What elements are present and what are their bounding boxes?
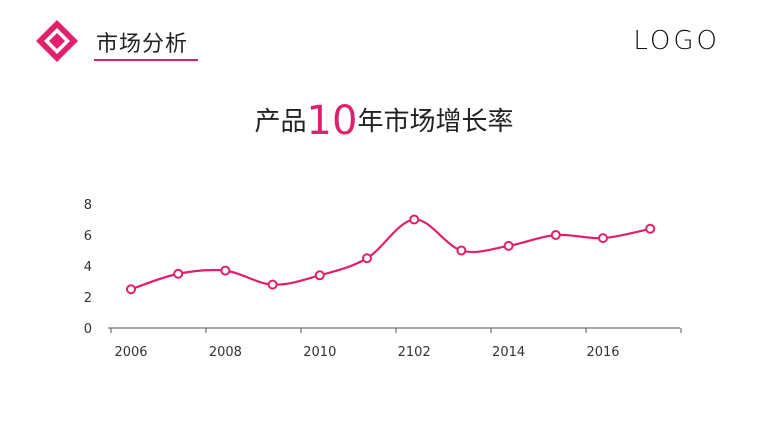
data-point xyxy=(220,265,231,276)
diamond-logo-icon xyxy=(36,20,78,62)
data-point xyxy=(598,233,608,244)
y-tick-label: 8 xyxy=(84,198,92,213)
section-title: 市场分析 xyxy=(96,32,189,57)
data-point xyxy=(645,223,656,234)
x-tick-label: 2016 xyxy=(586,345,619,360)
data-point xyxy=(456,245,467,256)
chart-title-prefix: 产品 xyxy=(254,107,307,137)
y-tick-label: 2 xyxy=(84,291,92,306)
data-point xyxy=(362,253,372,264)
x-tick-label: 2006 xyxy=(114,345,147,360)
chart-title-highlight: 10 xyxy=(306,98,358,144)
x-tick-label: 2008 xyxy=(209,345,242,360)
data-point xyxy=(503,240,514,251)
chart-title-suffix: 年市场增长率 xyxy=(357,107,514,137)
series-points xyxy=(126,214,656,295)
data-point xyxy=(409,214,420,225)
x-tick-label: 2010 xyxy=(303,345,336,360)
x-tick-labels: 2006 2008 2010 2102 2014 2016 xyxy=(114,345,619,360)
data-point xyxy=(314,270,325,281)
y-tick-label: 4 xyxy=(84,260,92,275)
y-tick-labels: 0 2 4 6 8 xyxy=(84,198,92,337)
y-tick-label: 6 xyxy=(84,229,92,244)
data-point xyxy=(550,230,561,240)
chart-title: 产品10年市场增长率 xyxy=(0,98,768,144)
title-underline xyxy=(94,59,198,61)
x-tick-label: 2014 xyxy=(492,345,525,360)
data-point xyxy=(267,279,278,290)
data-point xyxy=(126,284,136,295)
data-point xyxy=(173,268,184,279)
x-tick-label: 2102 xyxy=(398,345,431,360)
logo-text: LOGO xyxy=(633,26,720,56)
chart-axes xyxy=(108,327,682,333)
series-line xyxy=(130,218,651,291)
y-tick-label: 0 xyxy=(84,322,92,337)
